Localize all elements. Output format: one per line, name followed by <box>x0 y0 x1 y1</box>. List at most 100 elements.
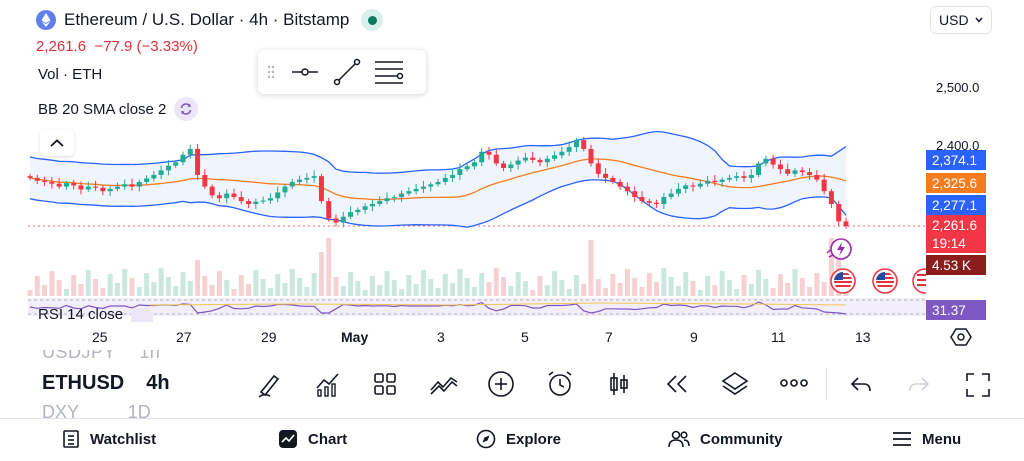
market-status-icon[interactable] <box>361 9 384 31</box>
candle-body <box>442 177 448 182</box>
chart-settings-icon[interactable] <box>950 327 972 352</box>
fullscreen-icon[interactable] <box>964 371 992 399</box>
candle-body <box>486 151 492 155</box>
time-axis-label: 25 <box>92 329 108 345</box>
alarm-clock-icon[interactable] <box>545 369 575 399</box>
candle-body <box>362 206 368 210</box>
candle-body <box>675 188 681 194</box>
bollinger-legend[interactable]: BB 20 SMA close 2 <box>38 97 199 121</box>
candles-icon[interactable] <box>606 370 632 398</box>
volume-bar <box>552 271 558 296</box>
candle-body <box>413 188 419 192</box>
refresh-icon[interactable] <box>174 97 199 121</box>
symbol-previous[interactable]: USDJPY 1h <box>42 350 160 363</box>
candle-body <box>814 175 820 180</box>
trend-line-icon[interactable] <box>326 50 368 94</box>
rsi-pane[interactable] <box>0 296 926 318</box>
candle-body <box>471 162 477 167</box>
compare-icon[interactable] <box>428 370 460 398</box>
volume-bar <box>530 290 536 296</box>
nav-chart[interactable]: Chart <box>278 428 347 450</box>
volume-bar <box>377 285 383 296</box>
horizontal-ray-icon[interactable] <box>284 50 326 94</box>
drawing-toolbar[interactable] <box>258 50 426 94</box>
volume-bar <box>195 260 201 296</box>
candle-body <box>588 148 594 164</box>
bollinger-label: BB 20 SMA close 2 <box>38 100 167 118</box>
volume-bar <box>675 286 681 296</box>
candle-body <box>741 176 747 178</box>
volume-bar <box>289 269 295 296</box>
volume-bar <box>202 276 208 296</box>
currency-value: USD <box>939 12 969 28</box>
volume-bar <box>828 238 834 296</box>
candle-body <box>202 175 208 187</box>
layout-grid-icon[interactable] <box>372 371 398 397</box>
nav-watchlist[interactable]: Watchlist <box>62 428 156 450</box>
settings-lines-icon[interactable] <box>368 50 410 94</box>
volume-bar <box>420 270 426 296</box>
volume-bar <box>683 272 689 296</box>
volume-bar <box>129 278 135 296</box>
add-plus-icon[interactable] <box>487 370 515 398</box>
us-flag-event-icon[interactable] <box>912 268 926 294</box>
volume-bar <box>573 275 579 296</box>
volume-bar <box>471 287 477 296</box>
more-options-icon[interactable] <box>780 378 808 388</box>
collapse-legend-button[interactable] <box>40 130 74 156</box>
volume-bar <box>712 285 718 296</box>
nav-divider <box>0 418 1024 419</box>
candle-body <box>27 176 33 178</box>
nav-community[interactable]: Community <box>668 428 783 450</box>
volume-bar <box>362 290 368 296</box>
brush-drawing-icon[interactable] <box>256 370 284 398</box>
candle-body <box>464 166 470 170</box>
replay-icon[interactable] <box>664 372 690 396</box>
candle-body <box>151 175 157 179</box>
symbol-header[interactable]: Ethereum / U.S. Dollar · 4h · Bitstamp <box>36 8 384 32</box>
bollinger-upper-tag: 2,374.1 <box>926 150 986 170</box>
symbol-current[interactable]: ETHUSD 4h <box>42 372 170 395</box>
nav-menu[interactable]: Menu <box>892 428 961 450</box>
candle-body <box>420 186 426 189</box>
layers-icon[interactable] <box>720 370 750 398</box>
rsi-legend[interactable]: RSI 14 close <box>38 306 154 323</box>
symbol-title: Ethereum / U.S. Dollar · 4h · Bitstamp <box>64 10 350 29</box>
candle-body <box>661 197 667 204</box>
us-flag-event-icon[interactable] <box>872 268 898 299</box>
candle-body <box>216 195 222 199</box>
candle-body <box>63 183 69 187</box>
price-chart[interactable] <box>0 120 1024 320</box>
volume-bar <box>333 277 339 296</box>
candle-body <box>304 177 310 180</box>
volume-indicator-legend[interactable]: Vol · ETH <box>38 66 103 83</box>
candle-body <box>777 164 783 170</box>
volume-bar <box>617 283 623 296</box>
undo-icon[interactable] <box>848 374 874 396</box>
candle-body <box>632 191 638 198</box>
volume-bar <box>428 279 434 296</box>
symbol-next[interactable]: DXY 1D <box>42 402 151 418</box>
volume-bar <box>501 277 507 296</box>
volume-bar <box>821 282 827 296</box>
volume-bar <box>63 289 69 296</box>
lightning-event-icon[interactable] <box>824 237 854 263</box>
volume-bar <box>93 279 99 296</box>
nav-community-label: Community <box>700 430 783 448</box>
bollinger-upper-line <box>29 130 847 174</box>
chevron-down-icon <box>975 17 983 23</box>
volume-bar <box>493 268 499 296</box>
volume-bar <box>603 288 609 296</box>
candle-body <box>384 198 390 202</box>
rsi-ma-line <box>149 302 847 306</box>
indicators-icon[interactable] <box>314 370 342 398</box>
currency-select[interactable]: USD <box>930 6 992 34</box>
us-flag-event-icon[interactable] <box>830 268 856 299</box>
nav-explore[interactable]: Explore <box>476 428 561 450</box>
drag-handle-icon[interactable] <box>258 50 284 94</box>
toolbar-divider <box>826 368 827 400</box>
candle-body <box>705 180 711 184</box>
refresh-icon[interactable] <box>131 307 154 322</box>
volume-bar <box>209 285 215 296</box>
volume-bar <box>646 273 652 296</box>
